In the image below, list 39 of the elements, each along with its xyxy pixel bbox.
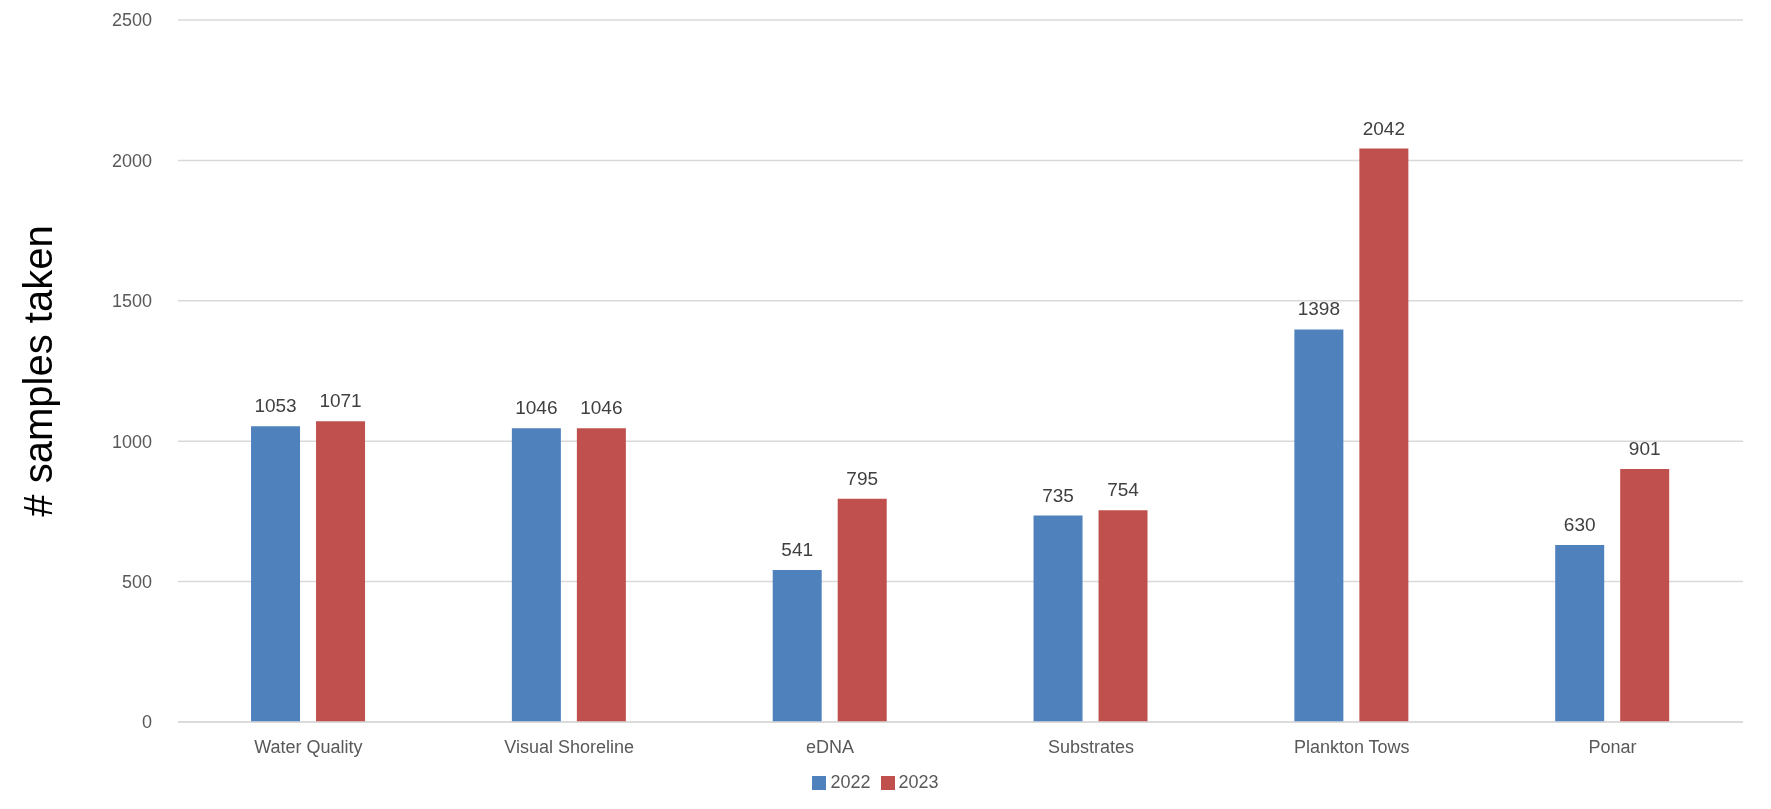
bar	[1359, 148, 1409, 722]
data-label: 630	[1563, 514, 1596, 536]
bar	[511, 428, 561, 722]
x-tick-label: Ponar	[1588, 736, 1637, 757]
y-tick-label: 1000	[111, 431, 152, 452]
data-label: 1046	[580, 397, 623, 419]
bar	[251, 426, 301, 722]
y-tick-label: 2000	[111, 150, 152, 171]
data-label: 1053	[254, 395, 297, 417]
data-label: 1398	[1297, 298, 1341, 320]
bar	[1098, 510, 1148, 722]
data-label: 1071	[319, 390, 362, 412]
x-tick-label: Water Quality	[254, 736, 363, 757]
data-label: 541	[781, 539, 814, 561]
data-label: 901	[1628, 438, 1661, 459]
data-label: 795	[846, 467, 879, 489]
x-tick-label: Plankton Tows	[1293, 736, 1410, 757]
bar	[316, 421, 366, 722]
y-axis-title: # samples taken	[16, 225, 61, 517]
x-tick-label: Substrates	[1047, 736, 1134, 757]
data-label: 1046	[515, 397, 558, 419]
y-tick-label: 1500	[111, 291, 152, 312]
data-label: 754	[1107, 479, 1140, 501]
x-tick-label: eDNA	[806, 736, 855, 757]
bar	[1555, 545, 1605, 722]
x-tick-label: Visual Shoreline	[504, 736, 635, 757]
bar	[772, 570, 822, 722]
y-tick-label: 0	[141, 712, 152, 733]
bar	[576, 428, 626, 722]
bar	[1294, 329, 1344, 722]
y-tick-label: 500	[121, 571, 152, 592]
bar	[1620, 469, 1670, 722]
legend-label: 2022	[830, 772, 871, 792]
legend-label: 2023	[898, 772, 939, 792]
data-label: 2042	[1362, 117, 1406, 139]
bar	[1033, 515, 1083, 722]
data-label: 735	[1042, 484, 1074, 506]
y-tick-label: 2500	[111, 10, 152, 31]
bar	[837, 498, 887, 722]
